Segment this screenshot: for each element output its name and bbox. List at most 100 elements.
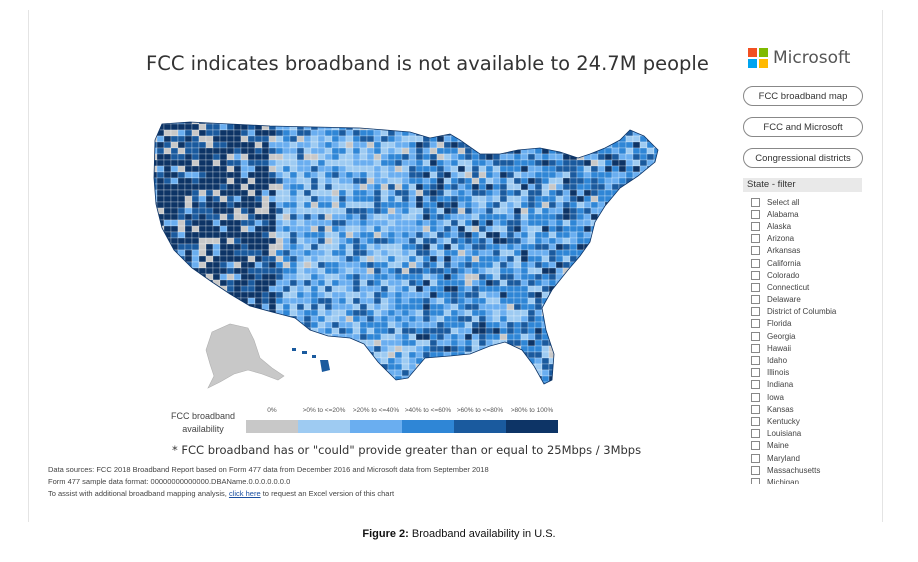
county-cell xyxy=(527,201,536,209)
county-cell xyxy=(373,213,382,221)
fcc-and-microsoft-button[interactable]: FCC and Microsoft xyxy=(743,117,863,137)
county-cell xyxy=(443,267,452,275)
county-cell xyxy=(464,129,473,137)
fcc-broadband-map-button[interactable]: FCC broadband map xyxy=(743,86,863,106)
checkbox-icon[interactable] xyxy=(751,356,760,366)
checkbox-icon[interactable] xyxy=(751,295,760,305)
county-cell xyxy=(583,309,592,317)
county-cell xyxy=(450,291,459,299)
county-cell xyxy=(380,177,389,185)
county-cell xyxy=(611,315,620,323)
state-filter-item[interactable]: Alabama xyxy=(751,208,866,220)
county-cell xyxy=(541,153,550,161)
checkbox-icon[interactable] xyxy=(751,221,760,231)
click-here-link[interactable]: click here xyxy=(228,489,261,498)
checkbox-icon[interactable] xyxy=(751,246,760,256)
checkbox-icon[interactable] xyxy=(751,404,760,414)
checkbox-icon[interactable] xyxy=(751,477,760,484)
county-cell xyxy=(492,165,501,173)
county-cell xyxy=(450,309,459,317)
checkbox-icon[interactable] xyxy=(751,465,760,475)
county-cell xyxy=(352,303,361,311)
county-cell xyxy=(254,183,263,191)
state-filter-item[interactable]: Kansas xyxy=(751,403,866,415)
checkbox-icon[interactable] xyxy=(751,282,760,292)
congressional-districts-button[interactable]: Congressional districts xyxy=(743,148,863,168)
county-cell xyxy=(534,177,543,185)
state-filter-item[interactable]: Colorado xyxy=(751,269,866,281)
state-filter-item[interactable]: Arizona xyxy=(751,233,866,245)
state-filter-item[interactable]: Florida xyxy=(751,318,866,330)
county-cell xyxy=(436,135,445,143)
state-filter-item[interactable]: Select all xyxy=(751,196,866,208)
state-filter-item[interactable]: Alaska xyxy=(751,220,866,232)
checkbox-icon[interactable] xyxy=(751,307,760,317)
state-filter-item[interactable]: Kentucky xyxy=(751,415,866,427)
state-filter-item[interactable]: Louisiana xyxy=(751,428,866,440)
state-filter-item[interactable]: Connecticut xyxy=(751,281,866,293)
checkbox-icon[interactable] xyxy=(751,441,760,451)
county-cell xyxy=(415,195,424,203)
county-cell xyxy=(261,321,270,329)
county-cell xyxy=(429,315,438,323)
state-filter-item[interactable]: Illinois xyxy=(751,367,866,379)
checkbox-icon[interactable] xyxy=(751,392,760,402)
checkbox-icon[interactable] xyxy=(751,234,760,244)
state-filter-item[interactable]: Massachusetts xyxy=(751,464,866,476)
county-cell xyxy=(212,129,221,137)
county-cell xyxy=(450,375,459,383)
county-cell xyxy=(646,369,655,377)
checkbox-icon[interactable] xyxy=(751,258,760,268)
state-filter-item[interactable]: Michigan xyxy=(751,476,866,484)
state-filter-item[interactable]: Delaware xyxy=(751,294,866,306)
county-cell xyxy=(331,309,340,317)
checkbox-icon[interactable] xyxy=(751,380,760,390)
state-filter-item[interactable]: Georgia xyxy=(751,330,866,342)
state-filter-item[interactable]: California xyxy=(751,257,866,269)
county-cell xyxy=(415,201,424,209)
county-cell xyxy=(548,249,557,257)
checkbox-icon[interactable] xyxy=(751,197,760,207)
checkbox-icon[interactable] xyxy=(751,453,760,463)
county-cell xyxy=(401,345,410,353)
state-filter-item[interactable]: Iowa xyxy=(751,391,866,403)
state-filter-item[interactable]: Indiana xyxy=(751,379,866,391)
county-cell xyxy=(555,303,564,311)
state-filter-item[interactable]: Arkansas xyxy=(751,245,866,257)
county-cell xyxy=(380,255,389,263)
county-cell xyxy=(331,381,340,384)
county-cell xyxy=(219,219,228,227)
county-cell xyxy=(282,285,291,293)
county-cell xyxy=(338,291,347,299)
county-cell xyxy=(604,225,613,233)
county-cell xyxy=(156,267,165,275)
county-cell xyxy=(191,129,200,137)
county-cell xyxy=(324,309,333,317)
county-cell xyxy=(632,303,641,311)
state-filter-item[interactable]: Maine xyxy=(751,440,866,452)
county-cell xyxy=(527,363,536,371)
checkbox-icon[interactable] xyxy=(751,429,760,439)
county-cell xyxy=(576,213,585,221)
state-filter-item[interactable]: Maryland xyxy=(751,452,866,464)
county-cell xyxy=(625,381,634,384)
checkbox-icon[interactable] xyxy=(751,331,760,341)
state-filter-item[interactable]: Hawaii xyxy=(751,342,866,354)
checkbox-icon[interactable] xyxy=(751,368,760,378)
county-cell xyxy=(345,153,354,161)
checkbox-icon[interactable] xyxy=(751,319,760,329)
county-cell xyxy=(275,147,284,155)
state-filter-item[interactable]: District of Columbia xyxy=(751,306,866,318)
data-sources: Data sources: FCC 2018 Broadband Report … xyxy=(48,465,489,474)
checkbox-icon[interactable] xyxy=(751,343,760,353)
county-cell xyxy=(366,165,375,173)
county-cell xyxy=(352,201,361,209)
checkbox-icon[interactable] xyxy=(751,209,760,219)
state-filter-item[interactable]: Idaho xyxy=(751,354,866,366)
county-cell xyxy=(394,261,403,269)
county-cell xyxy=(310,129,319,137)
checkbox-icon[interactable] xyxy=(751,270,760,280)
county-cell xyxy=(401,201,410,209)
checkbox-icon[interactable] xyxy=(751,416,760,426)
state-filter-list[interactable]: Select all Alabama Alaska Arizona Arkansas Ca… xyxy=(751,196,866,484)
